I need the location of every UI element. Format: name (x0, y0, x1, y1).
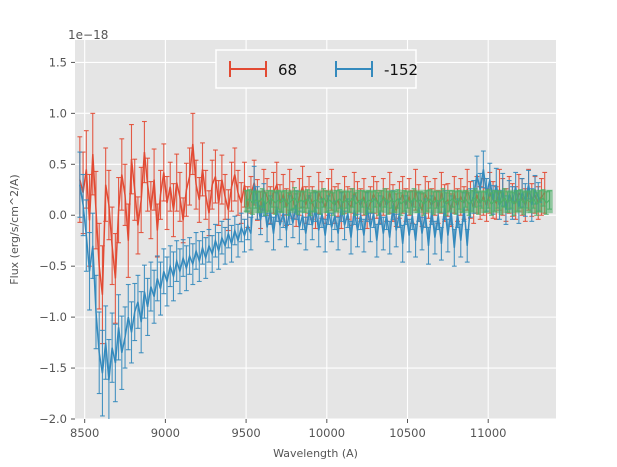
ytick-label: −2.0 (39, 412, 67, 426)
legend-marker-68 (229, 61, 267, 77)
plot-background (75, 40, 556, 419)
ytick-label: 0.5 (49, 157, 67, 171)
mask-bottom (0, 419, 617, 467)
legend-label-68: 68 (278, 61, 297, 79)
mask-right (556, 0, 617, 467)
x-axis-title: Wavelength (A) (273, 447, 358, 460)
xtick-label: 9500 (231, 426, 260, 440)
ytick-label: −0.5 (39, 259, 67, 273)
dataline-band (245, 196, 550, 206)
xtick-label: 11000 (470, 426, 507, 440)
ytick-label: 1.0 (49, 106, 67, 120)
series-band (243, 187, 553, 216)
y-axis-title: Flux (erg/s/cm^2/A) (8, 174, 21, 284)
ytick-label: −1.5 (39, 361, 67, 375)
legend-marker--152 (335, 61, 373, 77)
xtick-label: 8500 (70, 426, 99, 440)
dataline--152 (79, 169, 543, 381)
y-axis-offset-label: 1e−18 (68, 28, 109, 42)
ytick-label: 0.0 (49, 208, 67, 222)
mask-left (0, 0, 75, 467)
legend[interactable]: 68 -152 (215, 49, 418, 89)
xtick-label: 9000 (151, 426, 180, 440)
axis-ticks: 8500 9000 9500 10000 10500 11000 1.5 1.0 0.5 0.0 −… (39, 55, 506, 440)
ytick-label: −1.0 (39, 310, 67, 324)
xtick-label: 10500 (389, 426, 426, 440)
mask-top (0, 0, 617, 40)
xtick-label: 10000 (309, 426, 346, 440)
ytick-label: 1.5 (49, 55, 67, 69)
legend-label--152: -152 (384, 61, 418, 79)
